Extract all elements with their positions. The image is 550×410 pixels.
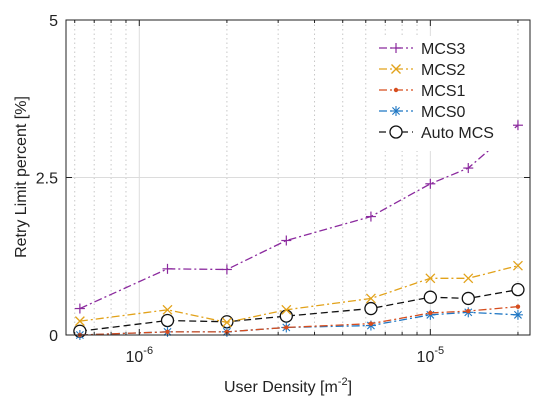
legend-item-mcs2: MCS2 bbox=[379, 62, 466, 79]
data-point-mcs3 bbox=[281, 235, 292, 246]
series-layer bbox=[73, 120, 525, 340]
data-point-mcs2 bbox=[221, 317, 232, 328]
data-point-mcs1 bbox=[515, 304, 521, 309]
series-line-mcs2 bbox=[79, 265, 519, 324]
data-point-mcs2 bbox=[281, 304, 292, 315]
data-point-mcs3 bbox=[162, 263, 173, 274]
data-point-mcs2 bbox=[162, 304, 173, 315]
legend-label: MCS0 bbox=[421, 104, 466, 121]
data-point-auto-mcs bbox=[511, 282, 525, 297]
x-tick-label-base: 10 bbox=[417, 349, 435, 366]
data-point-mcs2 bbox=[512, 260, 523, 271]
y-tick-label: 5 bbox=[49, 13, 58, 30]
x-tick-label: 10-6 bbox=[126, 345, 154, 366]
data-point-mcs1 bbox=[368, 321, 374, 326]
data-point-mcs2 bbox=[425, 273, 436, 284]
data-point-mcs1 bbox=[165, 329, 170, 335]
x-axis-label-exponent: -2 bbox=[338, 376, 348, 388]
series-mcs2 bbox=[74, 260, 523, 328]
data-point-mcs1 bbox=[224, 329, 230, 335]
data-point-auto-mcs bbox=[279, 309, 293, 323]
data-point-mcs3 bbox=[365, 211, 376, 222]
series-mcs3 bbox=[74, 120, 523, 314]
legend-item-auto-mcs: Auto MCS bbox=[379, 125, 494, 142]
x-axis-label: User Density [m-2] bbox=[224, 376, 352, 396]
data-point-auto-mcs bbox=[364, 301, 378, 316]
x-axis-label-main: User Density [m bbox=[224, 379, 338, 396]
legend-label: Auto MCS bbox=[421, 125, 494, 142]
data-point-mcs3 bbox=[74, 303, 85, 314]
data-point-mcs3 bbox=[221, 264, 232, 275]
legend-label: MCS2 bbox=[421, 62, 466, 79]
x-tick-label-exponent: -5 bbox=[434, 345, 444, 357]
series-line-mcs3 bbox=[79, 124, 519, 310]
legend: MCS3 MCS2 MCS1 MCS0 Auto MCS bbox=[373, 36, 513, 151]
data-point-auto-mcs bbox=[423, 290, 437, 304]
data-point-mcs3 bbox=[425, 178, 436, 189]
data-point-mcs1 bbox=[284, 325, 289, 330]
y-axis-label: Retry Limit percent [%] bbox=[13, 96, 30, 258]
x-tick-label-exponent: -6 bbox=[143, 345, 153, 357]
series-line-mcs1 bbox=[79, 306, 519, 336]
data-point-mcs2 bbox=[74, 316, 85, 327]
data-point-mcs3 bbox=[512, 120, 523, 131]
data-point-mcs1 bbox=[428, 310, 433, 316]
x-tick-label: 10-5 bbox=[417, 345, 445, 366]
data-point-auto-mcs bbox=[160, 313, 175, 328]
legend-label: MCS3 bbox=[421, 41, 466, 58]
x-axis-label-tail: ] bbox=[348, 379, 352, 396]
y-tick-label: 0 bbox=[49, 328, 58, 345]
ticks-layer: 10-6 10-502.55 bbox=[36, 13, 530, 366]
data-point-mcs2 bbox=[463, 273, 474, 284]
legend-item-mcs0: MCS0 bbox=[379, 104, 466, 121]
legend-swatch-marker bbox=[393, 87, 399, 93]
legend-label: MCS1 bbox=[421, 83, 466, 100]
legend-item-mcs1: MCS1 bbox=[379, 83, 466, 100]
data-point-mcs1 bbox=[466, 308, 471, 314]
legend-swatch-marker bbox=[391, 43, 401, 53]
data-point-mcs0 bbox=[512, 309, 523, 320]
data-point-mcs3 bbox=[463, 163, 474, 174]
data-point-mcs2 bbox=[365, 293, 376, 304]
legend-swatch-marker bbox=[391, 64, 401, 74]
legend-swatch-marker bbox=[391, 106, 401, 116]
legend-swatch-marker bbox=[389, 125, 403, 139]
y-tick-label: 2.5 bbox=[36, 171, 58, 188]
legend-item-mcs3: MCS3 bbox=[379, 41, 466, 58]
x-tick-label-base: 10 bbox=[126, 349, 144, 366]
series-mcs1 bbox=[77, 304, 521, 338]
data-point-auto-mcs bbox=[461, 291, 475, 306]
